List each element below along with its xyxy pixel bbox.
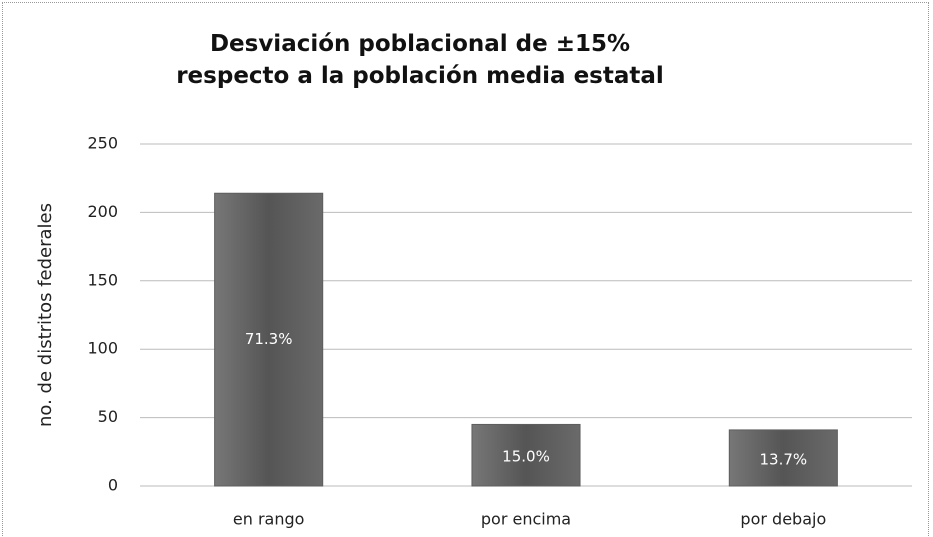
y-tick-label: 150 [87,270,118,289]
bar-label: 13.7% [760,450,808,468]
bar [471,423,581,487]
x-tick-label: en rango [233,510,305,529]
x-tick-label: por debajo [740,510,826,529]
x-tick-label: por encima [481,510,571,529]
y-axis-label: no. de distritos federales [35,203,56,427]
y-tick-label: 100 [87,339,118,358]
y-tick-label: 200 [87,202,118,221]
bar [728,429,838,487]
y-tick-label: 0 [108,476,118,495]
bar [214,192,324,487]
y-tick-label: 250 [87,134,118,153]
bar-label: 71.3% [245,330,293,348]
chart-title: Desviación poblacional de ±15% respecto … [176,31,664,89]
y-tick-label: 50 [98,407,118,426]
bar-label: 15.0% [502,448,550,466]
